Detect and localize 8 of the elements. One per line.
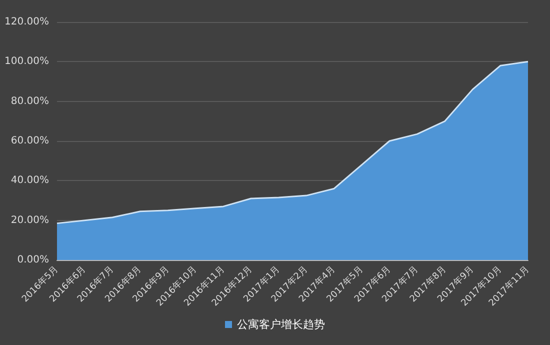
y-tick-label: 20.00% xyxy=(10,214,49,226)
y-tick-label: 0.00% xyxy=(17,254,49,266)
legend-label: 公寓客户增长趋势 xyxy=(237,318,325,331)
y-tick-label: 100.00% xyxy=(4,56,49,68)
y-tick-label: 80.00% xyxy=(10,96,49,107)
y-tick-label: 120.00% xyxy=(4,16,49,28)
y-tick-label: 60.00% xyxy=(10,136,49,146)
y-tick-label: 40.00% xyxy=(10,175,49,186)
